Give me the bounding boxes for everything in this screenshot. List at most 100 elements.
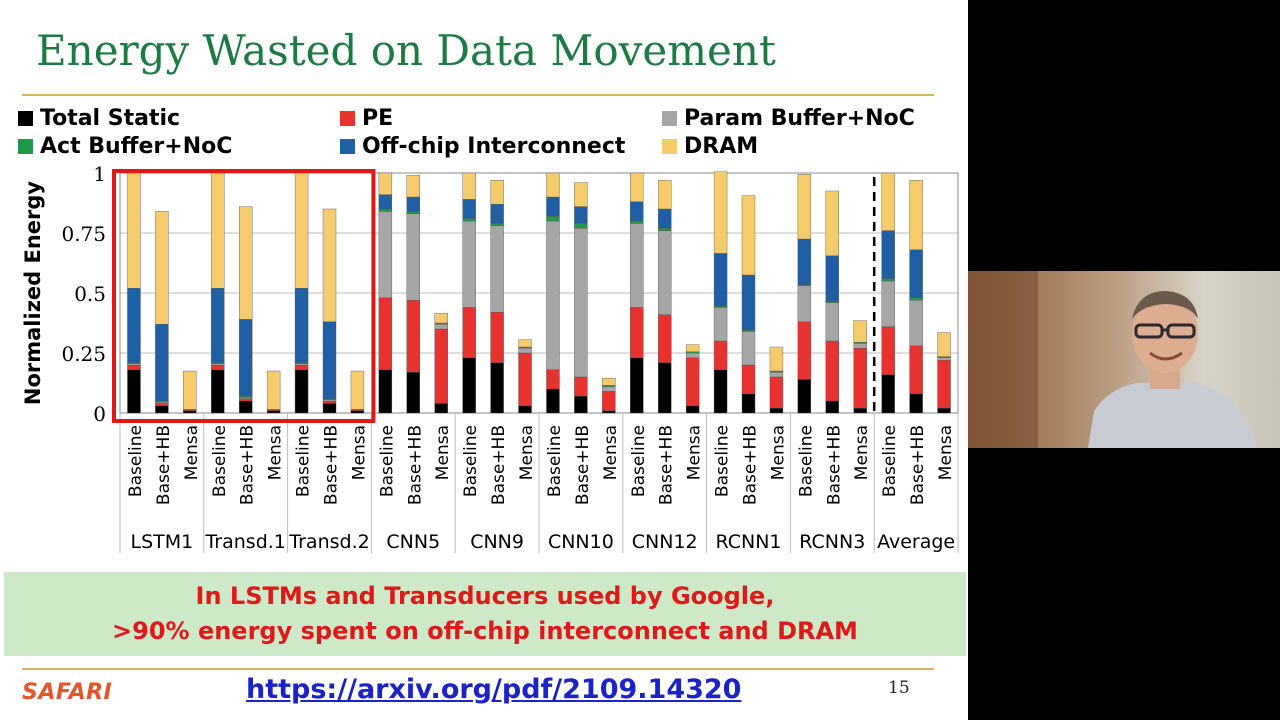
- legend-swatch-offchip: [340, 139, 355, 154]
- bar-segment: [769, 407, 784, 414]
- bar-segment: [490, 180, 504, 205]
- bar-segment: [825, 302, 839, 342]
- bar-segment: [630, 172, 644, 202]
- bar-segment: [378, 369, 393, 414]
- group-label: CNN10: [548, 531, 614, 553]
- bar-segment: [825, 190, 839, 257]
- bar-segment: [853, 343, 867, 349]
- bar-segment: [406, 196, 420, 212]
- bar-segment: [881, 278, 895, 282]
- bar-segment: [825, 255, 839, 302]
- group-label: CNN12: [632, 531, 698, 553]
- bar-segment: [155, 323, 169, 402]
- legend-label-pe: PE: [362, 106, 394, 131]
- legend-swatch-total-static: [18, 111, 33, 126]
- bar-segment: [406, 299, 420, 373]
- bar-segment: [881, 326, 895, 375]
- bar-segment: [155, 405, 169, 414]
- legend-label-offchip: Off-chip Interconnect: [362, 134, 626, 159]
- bar-segment: [741, 274, 756, 331]
- group-label: Transd.1: [204, 531, 285, 553]
- group-label: CNN9: [470, 531, 524, 553]
- bar-label: Base+HB: [908, 425, 928, 505]
- bar-segment: [881, 280, 895, 327]
- bar-label: Mensa: [182, 425, 202, 480]
- callout-line-1: In LSTMs and Transducers used by Google,: [195, 582, 775, 610]
- bar-segment: [546, 369, 560, 390]
- bar-segment: [127, 172, 141, 289]
- bar-segment: [294, 364, 309, 371]
- bar-segment: [658, 362, 672, 414]
- bar-segment: [462, 357, 476, 414]
- bar-segment: [434, 403, 448, 414]
- title-divider: [22, 94, 934, 96]
- bar-segment: [490, 311, 504, 363]
- bar-label: Base+HB: [741, 425, 761, 505]
- bar-segment: [909, 393, 923, 414]
- page-number: 15: [888, 678, 910, 698]
- bar-label: Mensa: [433, 425, 453, 480]
- bar-segment: [490, 204, 504, 224]
- bar-label: Baseline: [796, 425, 816, 497]
- bar-segment: [238, 319, 253, 397]
- paper-link[interactable]: https://arxiv.org/pdf/2109.14320: [246, 674, 742, 705]
- bar-segment: [574, 376, 588, 397]
- bar-segment: [238, 400, 253, 414]
- bar-segment: [602, 410, 616, 414]
- bar-segment: [658, 208, 672, 229]
- bar-segment: [322, 321, 337, 399]
- bar-label: Baseline: [294, 425, 314, 497]
- bar-segment: [909, 297, 923, 301]
- bar-label: Mensa: [349, 425, 369, 480]
- bar-segment: [574, 395, 588, 414]
- legend-swatch-act-buffer: [18, 139, 33, 154]
- bar-segment: [630, 307, 644, 358]
- legend-offchip: Off-chip Interconnect: [340, 134, 625, 159]
- bar-segment: [630, 220, 644, 224]
- bar-segment: [490, 223, 504, 227]
- bar-label: Base+HB: [238, 425, 258, 505]
- legend-label-dram: DRAM: [684, 134, 759, 159]
- bar-segment: [853, 407, 867, 414]
- bar-segment: [518, 339, 532, 348]
- bar-segment: [685, 352, 700, 359]
- bar-segment: [937, 359, 951, 409]
- bar-segment: [462, 172, 476, 200]
- bar-segment: [155, 211, 169, 325]
- bar-segment: [266, 410, 281, 414]
- bar-label: Mensa: [601, 425, 621, 480]
- bar-segment: [797, 285, 812, 323]
- webcam-feed: [968, 271, 1280, 448]
- bar-segment: [546, 172, 560, 198]
- bar-segment: [238, 398, 253, 402]
- group-label: CNN5: [386, 531, 440, 553]
- bar-segment: [238, 206, 253, 320]
- bar-segment: [127, 287, 141, 363]
- bar-segment: [881, 230, 895, 279]
- bar-segment: [490, 225, 504, 313]
- bar-segment: [602, 386, 616, 392]
- bar-segment: [183, 410, 197, 414]
- bar-label: Mensa: [936, 425, 956, 480]
- bar-segment: [546, 196, 560, 217]
- bar-segment: [574, 227, 588, 378]
- highlight-box: [112, 169, 376, 423]
- bar-segment: [462, 199, 476, 219]
- bar-segment: [797, 321, 812, 380]
- bar-label: Baseline: [713, 425, 733, 497]
- bar-segment: [518, 352, 532, 406]
- bar-segment: [211, 287, 225, 363]
- bar-label: Mensa: [517, 425, 537, 480]
- bar-segment: [127, 364, 141, 371]
- bar-segment: [322, 403, 337, 414]
- bar-segment: [909, 299, 923, 346]
- chart-legend: Total Static PE Param Buffer+NoC Act Buf…: [18, 106, 958, 162]
- bar-segment: [434, 313, 448, 324]
- bar-segment: [853, 347, 867, 409]
- bar-label: Base+HB: [489, 425, 509, 505]
- bar-segment: [825, 400, 839, 414]
- bar-segment: [658, 314, 672, 363]
- group-label: RCNN1: [715, 531, 781, 553]
- bar-label: Baseline: [545, 425, 565, 497]
- bar-segment: [434, 328, 448, 404]
